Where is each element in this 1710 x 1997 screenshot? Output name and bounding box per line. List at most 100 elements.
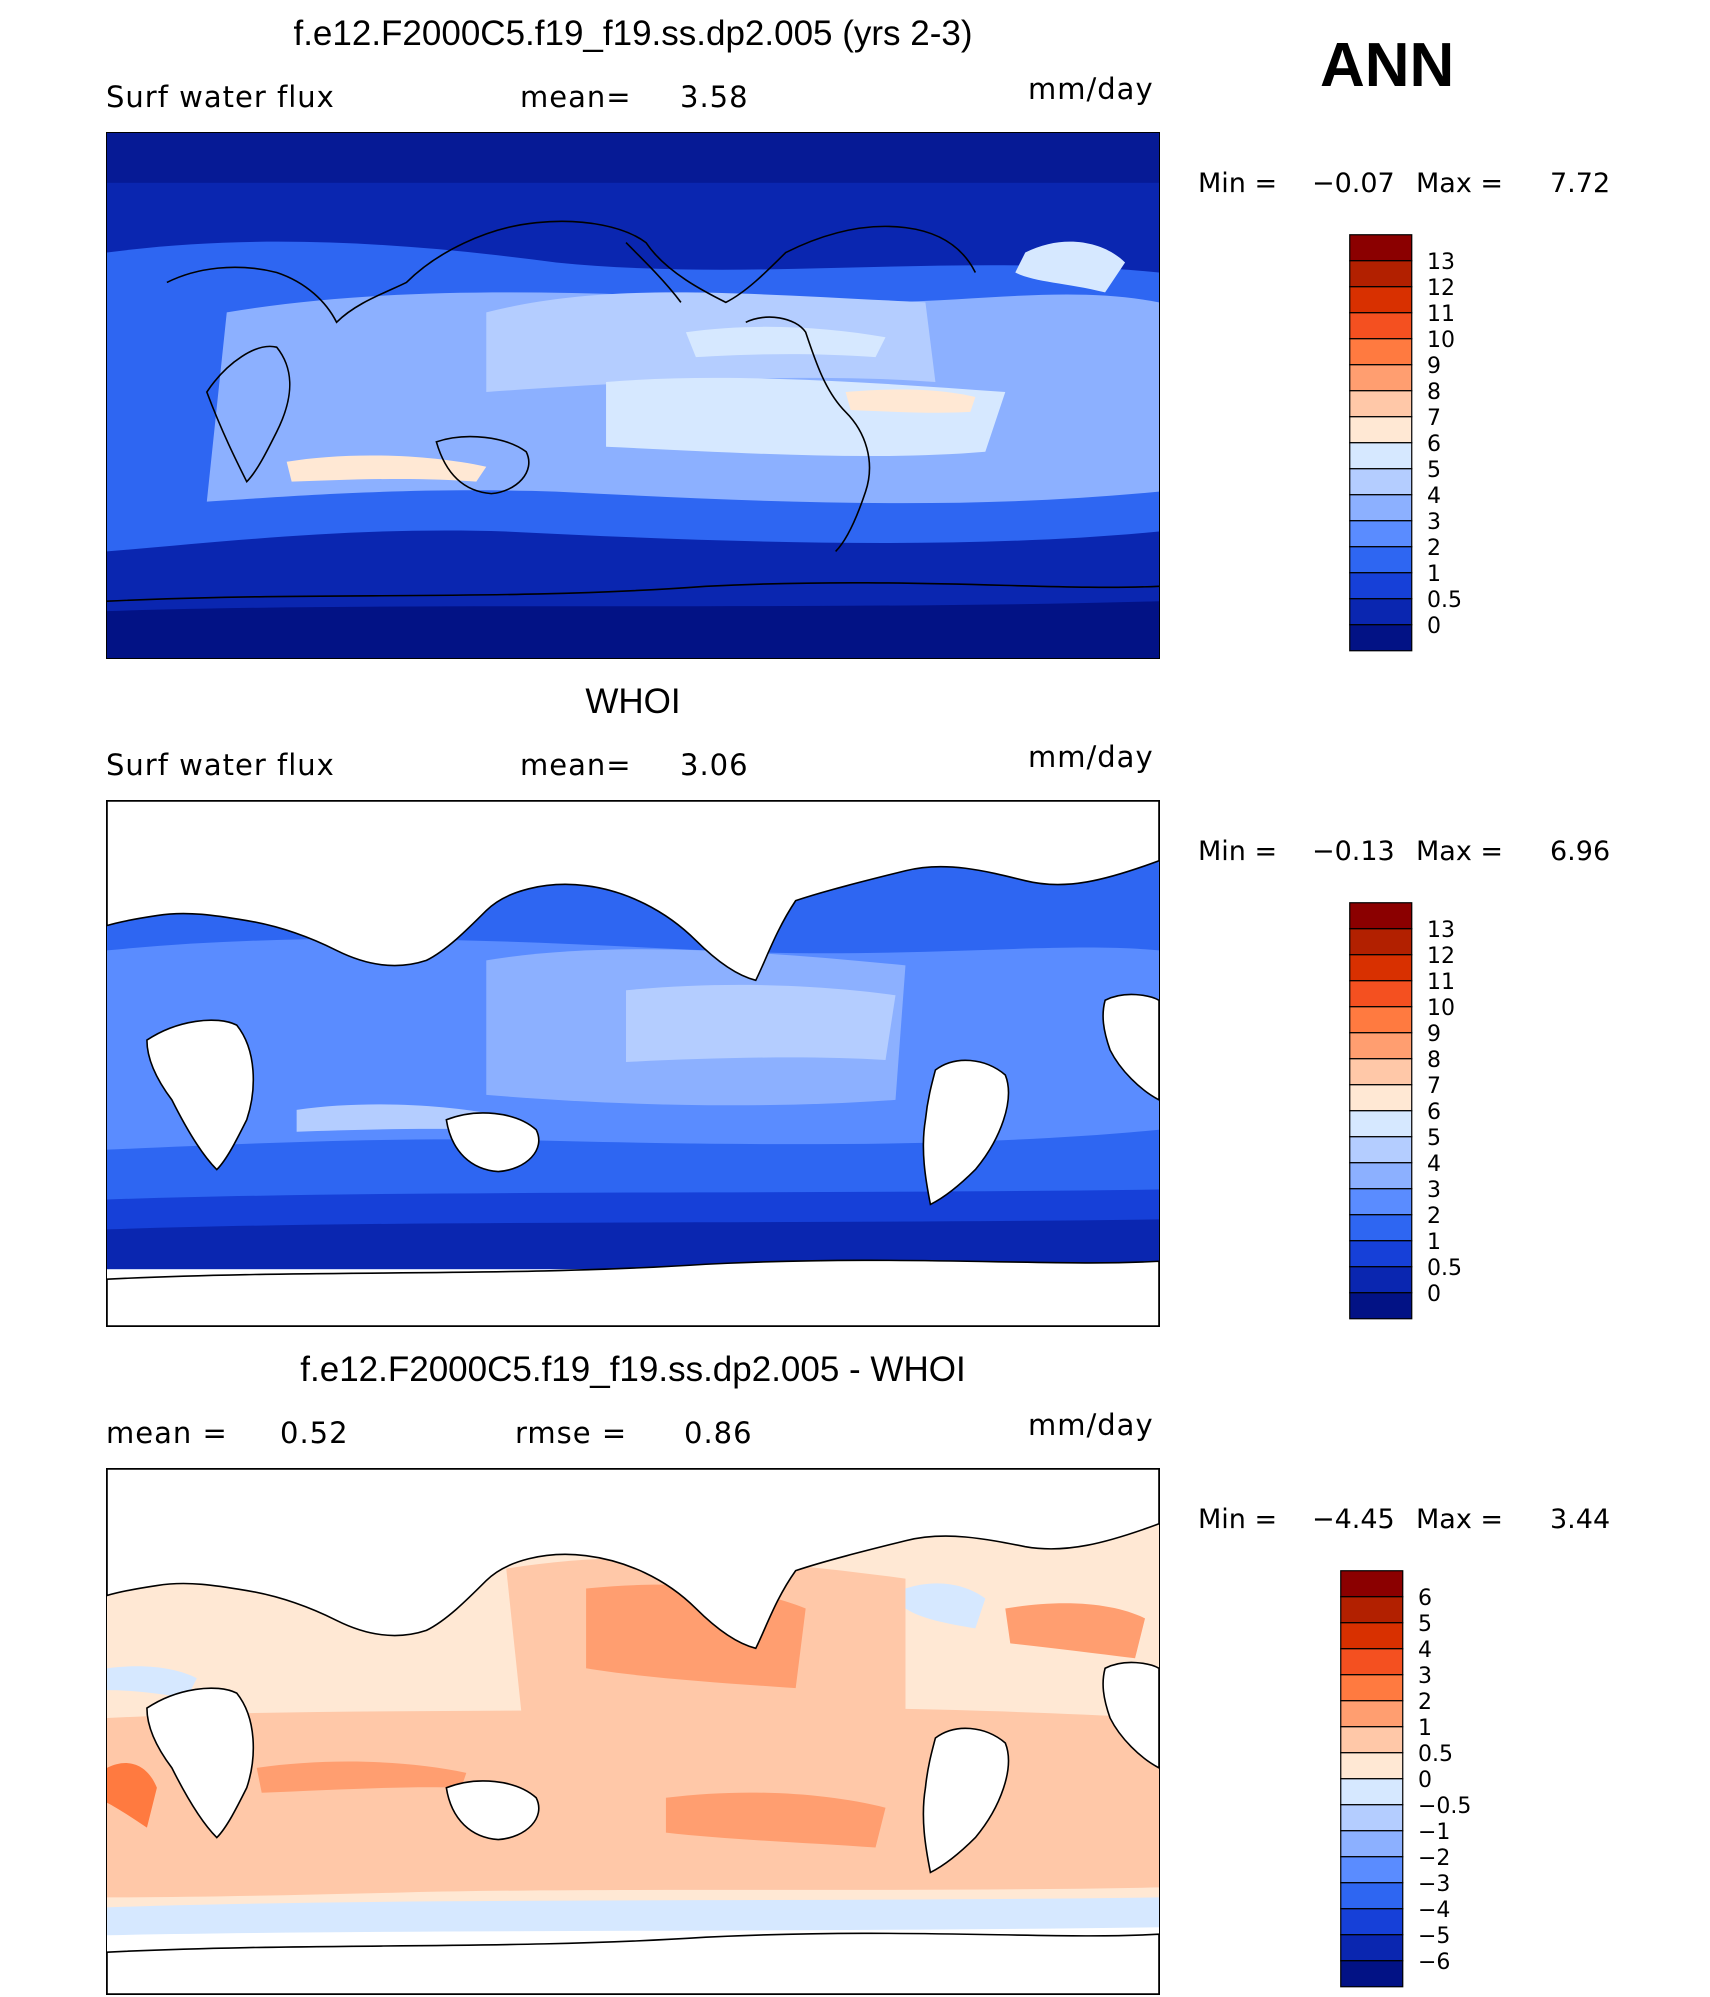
colorbar-level-label: 13 [1427,918,1455,943]
colorbar-level-label: 6 [1427,1100,1441,1125]
panel-1-max-label: Max = [1416,168,1504,199]
colorbar-swatch [1340,1622,1404,1650]
colorbar-swatch [1349,1292,1413,1320]
colorbar-level-label: 4 [1427,484,1441,509]
panel-3-map-svg [107,1469,1159,1994]
colorbar-swatch [1340,1882,1404,1910]
colorbar-level-label: 7 [1427,1074,1441,1099]
panel-1-variable-label: Surf water flux [106,80,335,114]
colorbar-level-label: 6 [1427,432,1441,457]
panel-2-max-label: Max = [1416,836,1504,867]
colorbar-level-label: −0.5 [1418,1794,1471,1819]
colorbar-level-label: −5 [1418,1924,1450,1949]
panel-3-mean-label: mean = [106,1416,228,1450]
colorbar-level-label: 0.5 [1418,1742,1453,1767]
panel-1-min-label: Min = [1198,168,1278,199]
colorbar-level-label: 2 [1427,1204,1441,1229]
panel-2-mean-label: mean= [520,748,632,782]
colorbar-level-label: 13 [1427,250,1455,275]
colorbar-swatch [1340,1752,1404,1780]
colorbar-level-label: 5 [1427,458,1441,483]
panel-2-max-value: 6.96 [1550,836,1611,867]
panel-1-mean-label: mean= [520,80,632,114]
colorbar-swatch [1340,1648,1404,1676]
panel-2-min-label: Min = [1198,836,1278,867]
colorbar-swatch [1349,442,1413,470]
colorbar-level-label: −4 [1418,1898,1450,1923]
colorbar-swatch [1349,416,1413,444]
panel-2-units: mm/day [1028,740,1154,774]
panel-1-map [106,132,1160,659]
colorbar-swatch [1349,902,1413,930]
panel-2-min-value: −0.13 [1312,836,1395,867]
colorbar-swatch [1349,1240,1413,1268]
colorbar-level-label: 3 [1418,1664,1432,1689]
colorbar-level-label: 7 [1427,406,1441,431]
colorbar-swatch [1349,234,1413,262]
colorbar-swatch [1340,1908,1404,1936]
colorbar-swatch [1349,980,1413,1008]
panel-1-mean-value: 3.58 [680,80,749,114]
colorbar-swatch [1340,1674,1404,1702]
colorbar-swatch [1340,1934,1404,1962]
panel-3-min-value: −4.45 [1312,1504,1395,1535]
panel-2-map-svg [107,801,1159,1326]
colorbar-level-label: 9 [1427,354,1441,379]
colorbar-swatch [1349,1162,1413,1190]
colorbar-swatch [1349,260,1413,288]
colorbar-swatch [1340,1804,1404,1832]
colorbar-level-label: 11 [1427,970,1455,995]
panel-2-colorbar: 13 12 11 10 9 8 7 6 5 4 3 2 1 0.5 0 [1349,902,1509,1320]
colorbar-level-label: 8 [1427,1048,1441,1073]
colorbar-swatch [1349,1006,1413,1034]
colorbar-level-label: 4 [1427,1152,1441,1177]
panel-3-max-label: Max = [1416,1504,1504,1535]
colorbar-swatch [1349,624,1413,652]
panel-3-mean-value: 0.52 [280,1416,349,1450]
colorbar-level-label: 5 [1427,1126,1441,1151]
colorbar-level-label: 10 [1427,996,1455,1021]
season-label: ANN [1320,31,1455,100]
colorbar-level-label: −1 [1418,1820,1450,1845]
panel-2-title: WHOI [585,682,681,721]
colorbar-swatch [1340,1856,1404,1884]
colorbar-level-label: 1 [1427,562,1441,587]
colorbar-swatch [1349,1110,1413,1138]
panel-3-max-value: 3.44 [1550,1504,1611,1535]
panel-2-mean-value: 3.06 [680,748,749,782]
colorbar-level-label: 11 [1427,302,1455,327]
colorbar-swatch [1349,364,1413,392]
colorbar-level-label: 8 [1427,380,1441,405]
colorbar-level-label: 0 [1418,1768,1432,1793]
panel-1-map-svg [107,133,1159,658]
colorbar-swatch [1340,1570,1404,1598]
colorbar-swatch [1349,468,1413,496]
panel-1-colorbar: 13 12 11 10 9 8 7 6 5 4 3 2 1 0.5 0 [1349,234,1509,652]
panel-3-colorbar: 6 5 4 3 2 1 0.5 0 −0.5 −1 −2 −3 −4 −5 −6 [1340,1570,1500,1988]
colorbar-level-label: 0.5 [1427,588,1462,613]
colorbar-swatch [1349,286,1413,314]
panel-2-map [106,800,1160,1327]
colorbar-swatch [1349,1266,1413,1294]
colorbar-swatch [1349,1214,1413,1242]
panel-3-title: f.e12.F2000C5.f19_f19.ss.dp2.005 - WHOI [300,1350,966,1389]
colorbar-level-label: 0 [1427,1282,1441,1307]
colorbar-swatch [1349,312,1413,340]
colorbar-level-label: −6 [1418,1950,1450,1975]
colorbar-level-label: 12 [1427,276,1455,301]
panel-3-units: mm/day [1028,1408,1154,1442]
colorbar-swatch [1340,1778,1404,1806]
colorbar-level-label: 2 [1418,1690,1432,1715]
panel-1-units: mm/day [1028,72,1154,106]
colorbar-swatch [1349,1084,1413,1112]
colorbar-level-label: 1 [1418,1716,1432,1741]
panel-1-title: f.e12.F2000C5.f19_f19.ss.dp2.005 (yrs 2-… [293,14,973,53]
panel-1-max-value: 7.72 [1550,168,1611,199]
colorbar-swatch [1340,1960,1404,1988]
colorbar-level-label: −3 [1418,1872,1450,1897]
colorbar-swatch [1349,390,1413,418]
colorbar-level-label: 0.5 [1427,1256,1462,1281]
colorbar-level-label: 2 [1427,536,1441,561]
